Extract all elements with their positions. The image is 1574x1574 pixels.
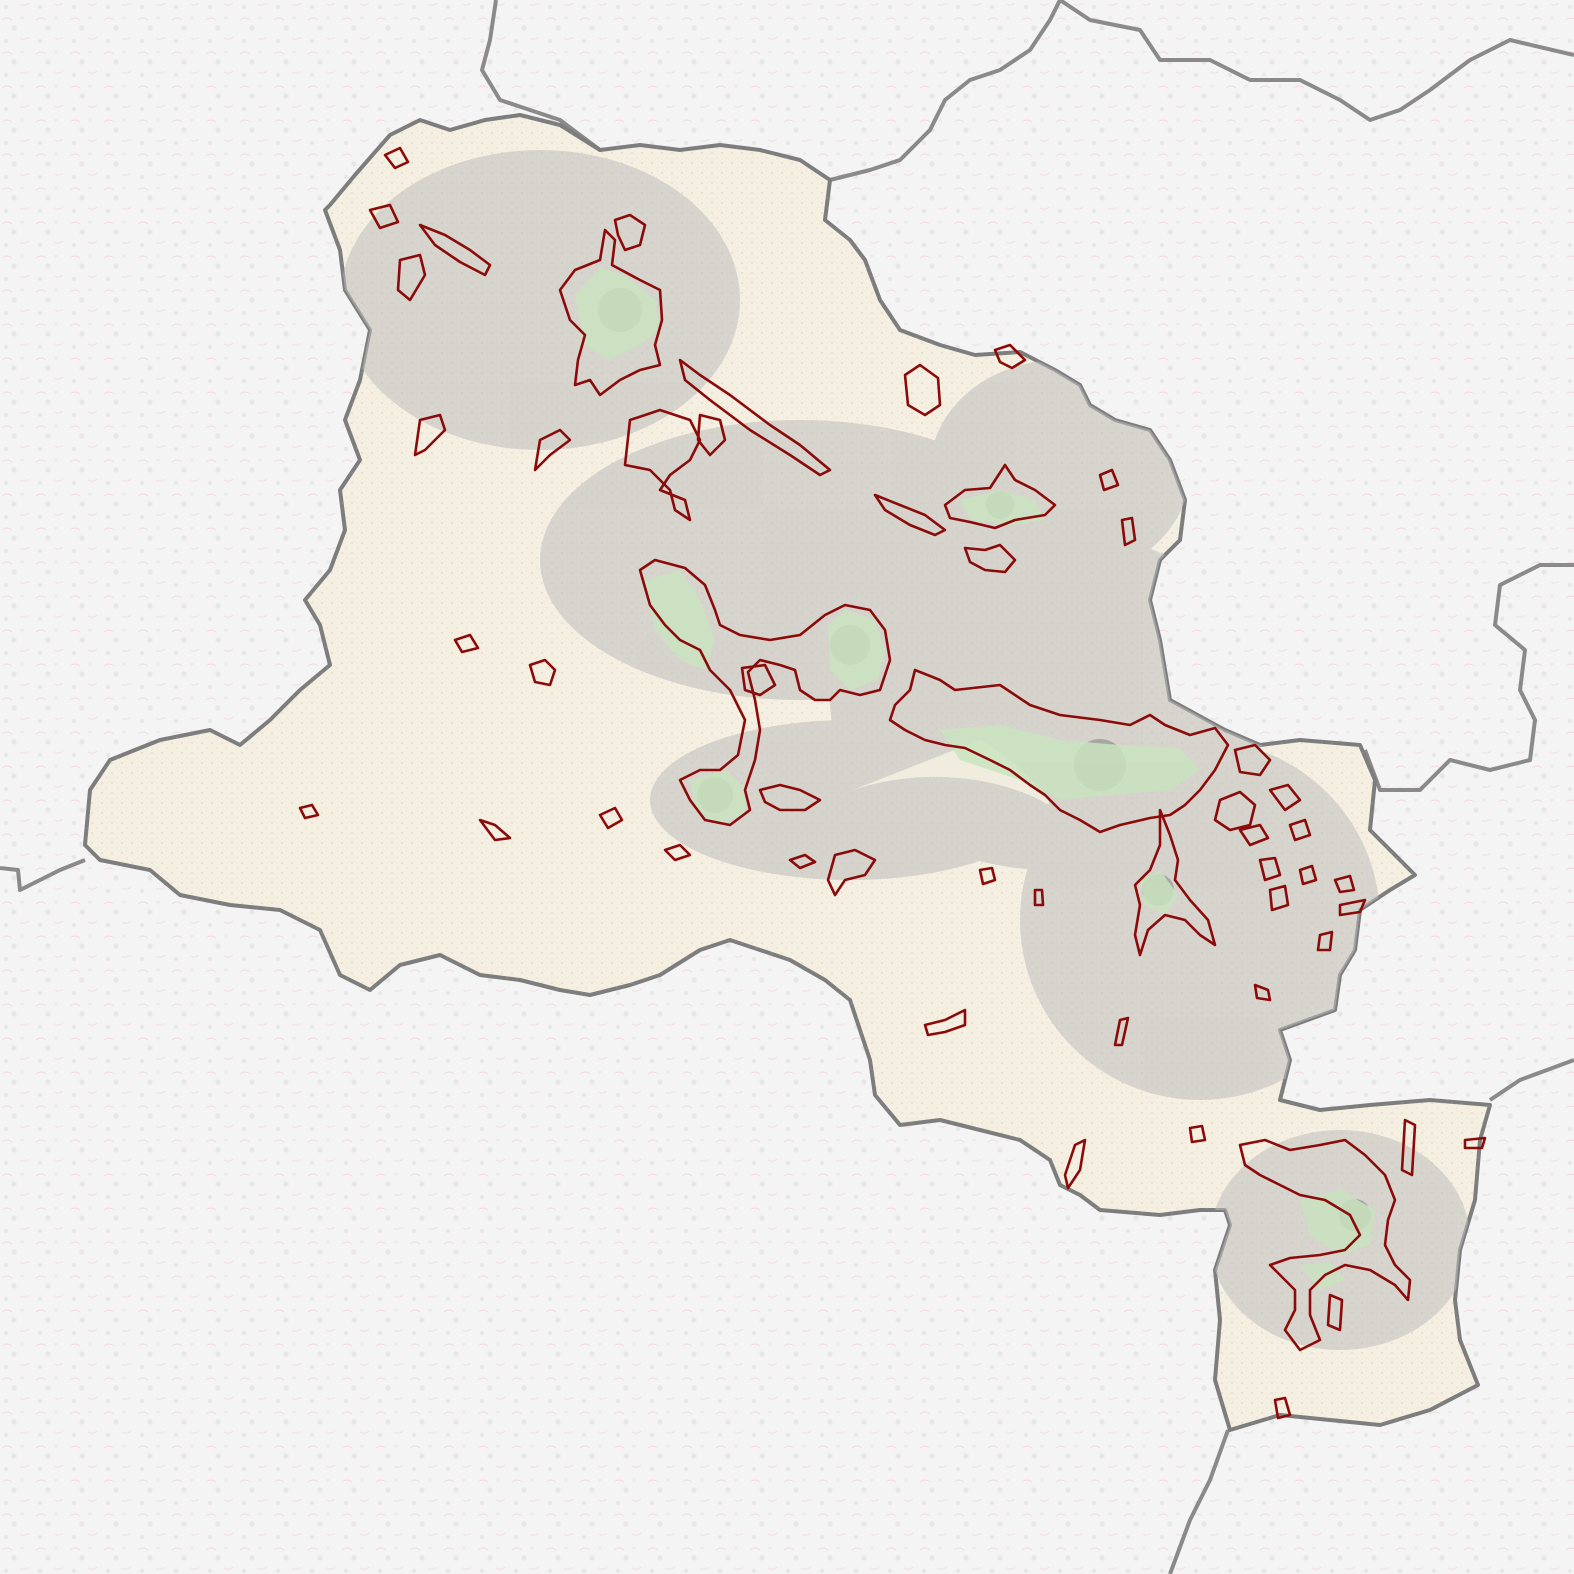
cluster-east-h (1268, 884, 1290, 912)
urban-core-east (940, 725, 1200, 800)
urban-core-ne (960, 490, 1045, 525)
border-north-b (829, 0, 1062, 182)
cluster-south-j (1113, 1016, 1130, 1047)
cluster-center-south (758, 783, 822, 812)
cluster-nw-top (383, 146, 410, 170)
cluster-tip-bottom (1273, 1396, 1292, 1420)
border-east-lower (1488, 1058, 1574, 1102)
built-up-se (1020, 740, 1380, 1100)
cluster-nw-edge (368, 203, 400, 230)
cluster-ne-north (993, 343, 1027, 370)
border-north-a (480, 0, 602, 152)
cluster-ne-ribbon (873, 493, 947, 537)
cluster-ne-drop (963, 543, 1017, 574)
cluster-east-e (1258, 856, 1282, 882)
border-east (1363, 563, 1574, 792)
cluster-east-a (1213, 790, 1257, 832)
cluster-east-ring (1233, 743, 1272, 777)
border-south (1168, 1429, 1230, 1574)
cluster-nw-bay (613, 213, 647, 252)
cluster-south-a (826, 848, 877, 897)
cluster-ne-east (1098, 468, 1120, 492)
cluster-east-j (1316, 930, 1334, 952)
cluster-tip-south (1326, 1293, 1344, 1332)
cluster-east-b (1268, 783, 1302, 812)
cluster-center-loop (740, 663, 777, 697)
cluster-nw-left (396, 253, 427, 302)
urban-cores (575, 268, 1375, 1290)
cluster-center-nub (453, 633, 480, 654)
cluster-ne-tall (1120, 516, 1137, 547)
cluster-south-l (1063, 1138, 1087, 1190)
cluster-east-d (1288, 818, 1312, 842)
cluster-center-main (638, 558, 892, 827)
cluster-east-c (1238, 823, 1270, 847)
urban-core-south (690, 770, 748, 825)
cluster-south-d (598, 806, 624, 830)
cluster-south-k (1253, 983, 1272, 1002)
cluster-nw-south (533, 428, 572, 472)
cluster-nw-lower (623, 408, 702, 522)
border-west (0, 858, 86, 892)
cluster-south-b (788, 853, 817, 870)
cluster-south-i (923, 1008, 967, 1037)
cluster-center-west (528, 658, 557, 687)
urban-core-se (1140, 870, 1178, 915)
cluster-ne-ring (903, 363, 942, 417)
cluster-south-h (1033, 888, 1045, 907)
urban-core-nw (575, 268, 660, 360)
cluster-nw-west (418, 223, 492, 277)
cluster-east-i (1338, 898, 1367, 917)
cluster-nw-ribbon (678, 358, 832, 477)
cluster-tip-north (1400, 1118, 1417, 1177)
cluster-south-e (478, 818, 512, 842)
cluster-east-f (1298, 864, 1318, 886)
cluster-south-c (663, 843, 692, 862)
cluster-south-f (298, 803, 320, 820)
cluster-south-m (1188, 1124, 1207, 1144)
cluster-tip-ne (1463, 1136, 1487, 1150)
cluster-ne-main (943, 463, 1057, 530)
cluster-outlines (298, 146, 1487, 1420)
cluster-nw-hook (696, 413, 727, 457)
cluster-east-arm (1133, 808, 1217, 957)
cluster-tip-main (1238, 1138, 1412, 1352)
cluster-nw-arc (413, 413, 447, 457)
cluster-east-g (1333, 874, 1356, 894)
cluster-nw-main (558, 228, 664, 397)
urban-core-center (828, 610, 885, 690)
built-up-nw (340, 150, 740, 450)
cluster-south-g (978, 866, 997, 886)
urban-core-sw (645, 570, 715, 670)
border-north-c (1058, 0, 1574, 122)
